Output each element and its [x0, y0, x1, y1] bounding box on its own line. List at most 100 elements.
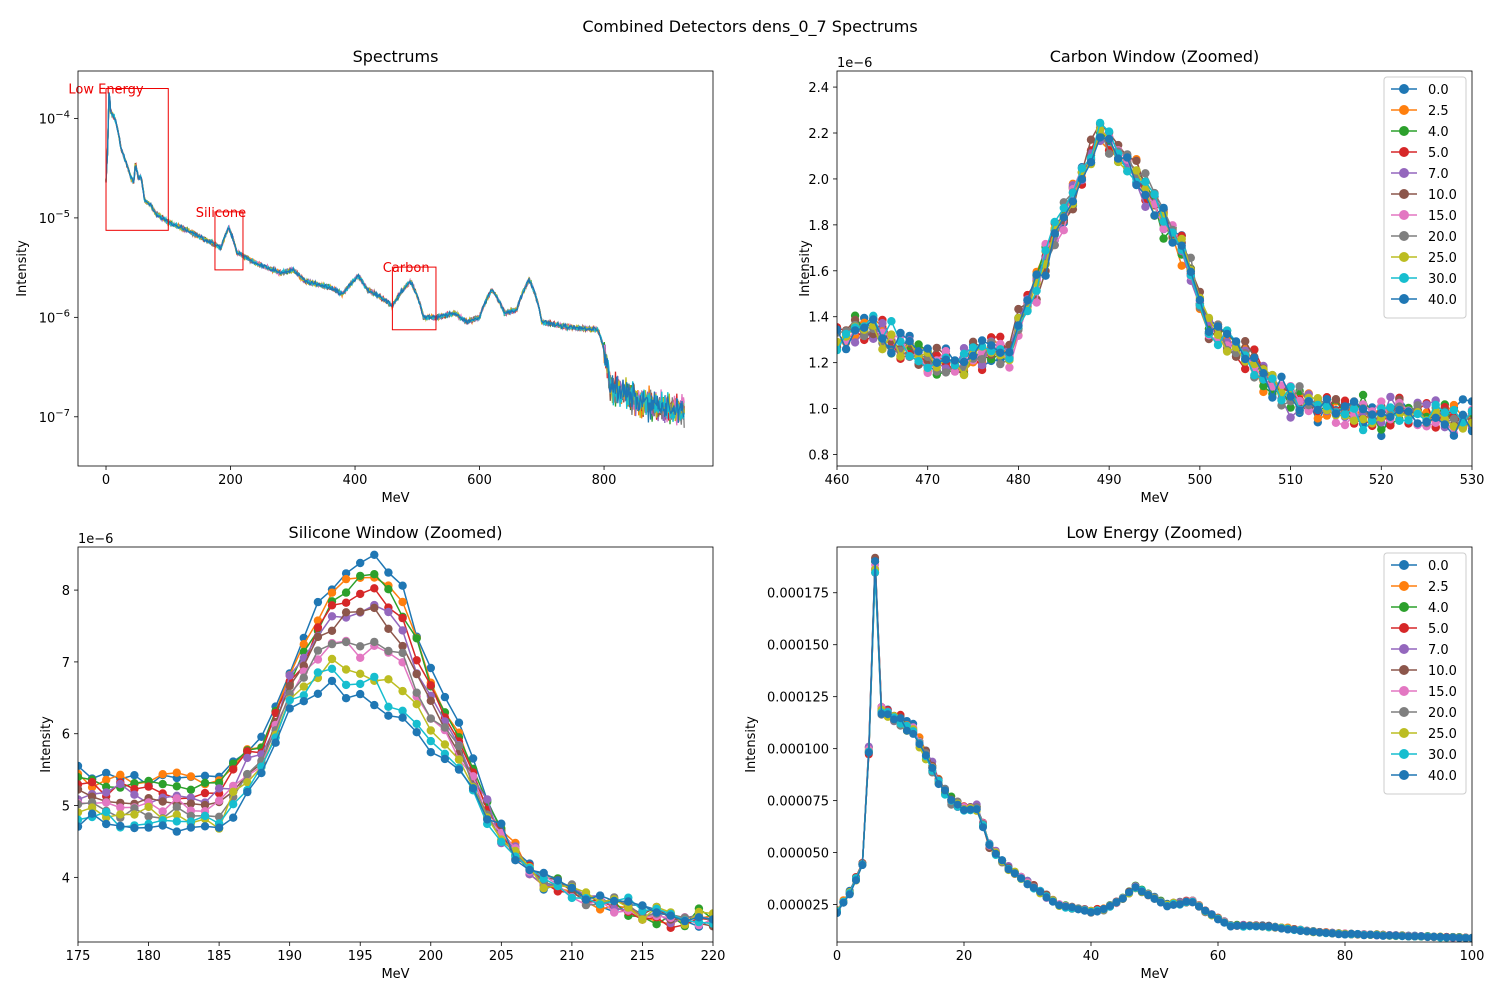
- data-point: [87, 792, 97, 801]
- data-point: [1322, 928, 1330, 937]
- x-tick-label: 520: [1369, 473, 1394, 488]
- data-point: [1137, 887, 1146, 896]
- y-tick-label: 0.000075: [767, 795, 829, 810]
- series-line: [105, 94, 685, 421]
- data-point: [934, 780, 943, 789]
- series-line: [837, 131, 1472, 431]
- series-15.0: [78, 636, 713, 930]
- data-point: [370, 584, 379, 593]
- series-line: [837, 568, 1472, 939]
- x-tick-label: 215: [630, 949, 655, 964]
- data-point: [972, 805, 981, 814]
- x-tick-label: 400: [343, 473, 368, 488]
- data-point: [412, 634, 421, 643]
- data-point: [1422, 417, 1431, 427]
- y-tick-label: 7: [62, 656, 70, 671]
- y-tick-label: 1.4: [808, 311, 829, 326]
- data-point: [864, 748, 873, 757]
- data-point: [229, 765, 238, 774]
- y-tick-label: 0.000050: [767, 847, 829, 862]
- data-point: [384, 646, 393, 656]
- data-point: [1005, 348, 1014, 357]
- data-point: [356, 689, 365, 699]
- data-point: [567, 883, 577, 892]
- data-point: [1252, 922, 1261, 931]
- data-point: [172, 810, 181, 819]
- data-point: [968, 343, 978, 352]
- data-point: [257, 732, 266, 741]
- data-point: [887, 317, 896, 326]
- axes-title: Low Energy (Zoomed): [1066, 523, 1242, 542]
- data-point: [1141, 177, 1150, 186]
- data-point: [116, 821, 125, 831]
- data-point: [852, 876, 860, 885]
- axes-title: Silicone Window (Zoomed): [289, 523, 503, 542]
- x-tick-label: 80: [1337, 949, 1354, 964]
- data-point: [1422, 400, 1431, 409]
- x-tick-label: 185: [207, 949, 232, 964]
- data-point: [1295, 406, 1304, 415]
- data-point: [1112, 898, 1121, 907]
- data-point: [327, 588, 337, 597]
- data-point: [896, 714, 905, 723]
- data-point: [356, 642, 365, 651]
- data-point: [1010, 869, 1019, 878]
- series-line: [78, 587, 713, 929]
- data-point: [144, 782, 153, 791]
- data-point: [130, 771, 139, 780]
- data-point: [144, 802, 153, 812]
- series-line: [78, 641, 713, 923]
- data-point: [243, 769, 252, 779]
- data-point: [539, 874, 548, 883]
- data-point: [921, 751, 930, 760]
- data-point: [200, 800, 210, 810]
- data-point: [845, 890, 854, 899]
- data-point: [341, 588, 351, 597]
- data-point: [539, 868, 548, 878]
- legend-marker: [1399, 105, 1409, 115]
- data-point: [1177, 241, 1186, 250]
- data-point: [384, 702, 393, 711]
- data-point: [412, 719, 421, 729]
- data-point: [1213, 340, 1223, 350]
- data-point: [1358, 390, 1368, 400]
- data-point: [200, 778, 210, 787]
- data-point: [1004, 865, 1013, 874]
- axes-title: Carbon Window (Zoomed): [1050, 47, 1260, 66]
- series-line: [78, 553, 713, 928]
- data-point: [525, 865, 534, 875]
- data-point: [950, 367, 960, 376]
- series-7.0: [837, 132, 1472, 432]
- data-point: [860, 323, 869, 332]
- series-40.0: [837, 133, 1472, 440]
- legend-marker: [1399, 644, 1409, 654]
- data-point: [1304, 406, 1313, 416]
- data-point: [1386, 392, 1395, 402]
- data-point: [1449, 414, 1459, 423]
- data-point: [398, 713, 407, 722]
- data-point: [214, 823, 224, 832]
- data-point: [581, 895, 591, 904]
- y-tick-label: 8: [62, 584, 70, 599]
- data-point: [1061, 902, 1070, 911]
- legend-label: 25.0: [1428, 251, 1457, 266]
- plot-area: [105, 92, 685, 428]
- data-point: [928, 763, 937, 772]
- data-point: [960, 806, 968, 814]
- data-point: [1440, 420, 1450, 429]
- legend-marker: [1399, 126, 1409, 136]
- offset-text: 1e−6: [837, 56, 872, 71]
- data-point: [1353, 930, 1362, 939]
- data-point: [1241, 337, 1250, 346]
- data-point: [1131, 883, 1140, 892]
- series-line: [837, 122, 1472, 426]
- data-point: [1168, 238, 1177, 247]
- data-point: [837, 909, 841, 917]
- series-line: [78, 667, 713, 925]
- annotation-box: [105, 88, 169, 231]
- series-40.0: [78, 676, 713, 926]
- data-point: [1014, 304, 1023, 314]
- data-point: [923, 363, 932, 373]
- data-point: [932, 343, 941, 353]
- legend-marker: [1399, 294, 1409, 304]
